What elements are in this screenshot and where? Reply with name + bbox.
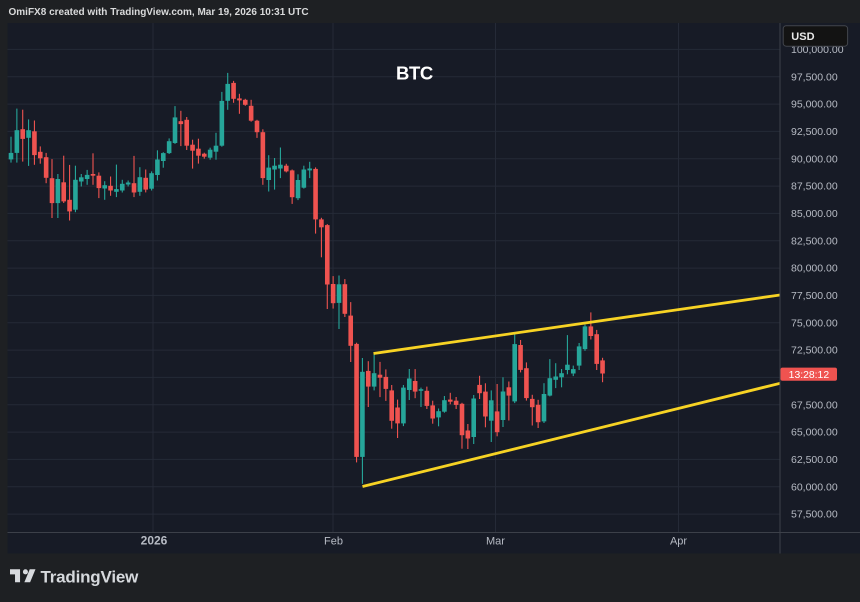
svg-text:Mar: Mar [486,535,505,547]
svg-text:57,500.00: 57,500.00 [791,509,838,521]
svg-text:77,500.00: 77,500.00 [791,290,838,302]
svg-text:13:28:12: 13:28:12 [789,370,830,381]
svg-text:62,500.00: 62,500.00 [791,454,838,466]
svg-text:2026: 2026 [141,533,168,547]
svg-text:100,000.00: 100,000.00 [791,44,844,56]
svg-text:85,000.00: 85,000.00 [791,208,838,220]
svg-text:90,000.00: 90,000.00 [791,153,838,165]
svg-text:95,000.00: 95,000.00 [791,99,838,111]
svg-text:USD: USD [791,31,814,43]
svg-text:80,000.00: 80,000.00 [791,263,838,275]
svg-text:87,500.00: 87,500.00 [791,181,838,193]
svg-text:67,500.00: 67,500.00 [791,399,838,411]
svg-text:Apr: Apr [670,535,687,547]
svg-text:Feb: Feb [324,535,343,547]
svg-text:60,000.00: 60,000.00 [791,481,838,493]
svg-text:72,500.00: 72,500.00 [791,345,838,357]
svg-text:OmiFX8 created with TradingVie: OmiFX8 created with TradingView.com, Mar… [9,7,309,18]
svg-text:65,000.00: 65,000.00 [791,427,838,439]
svg-text:75,000.00: 75,000.00 [791,317,838,329]
svg-text:BTC: BTC [396,63,433,84]
svg-text:82,500.00: 82,500.00 [791,235,838,247]
svg-text:92,500.00: 92,500.00 [791,126,838,138]
svg-text:TradingView: TradingView [41,568,140,587]
svg-text:97,500.00: 97,500.00 [791,71,838,83]
